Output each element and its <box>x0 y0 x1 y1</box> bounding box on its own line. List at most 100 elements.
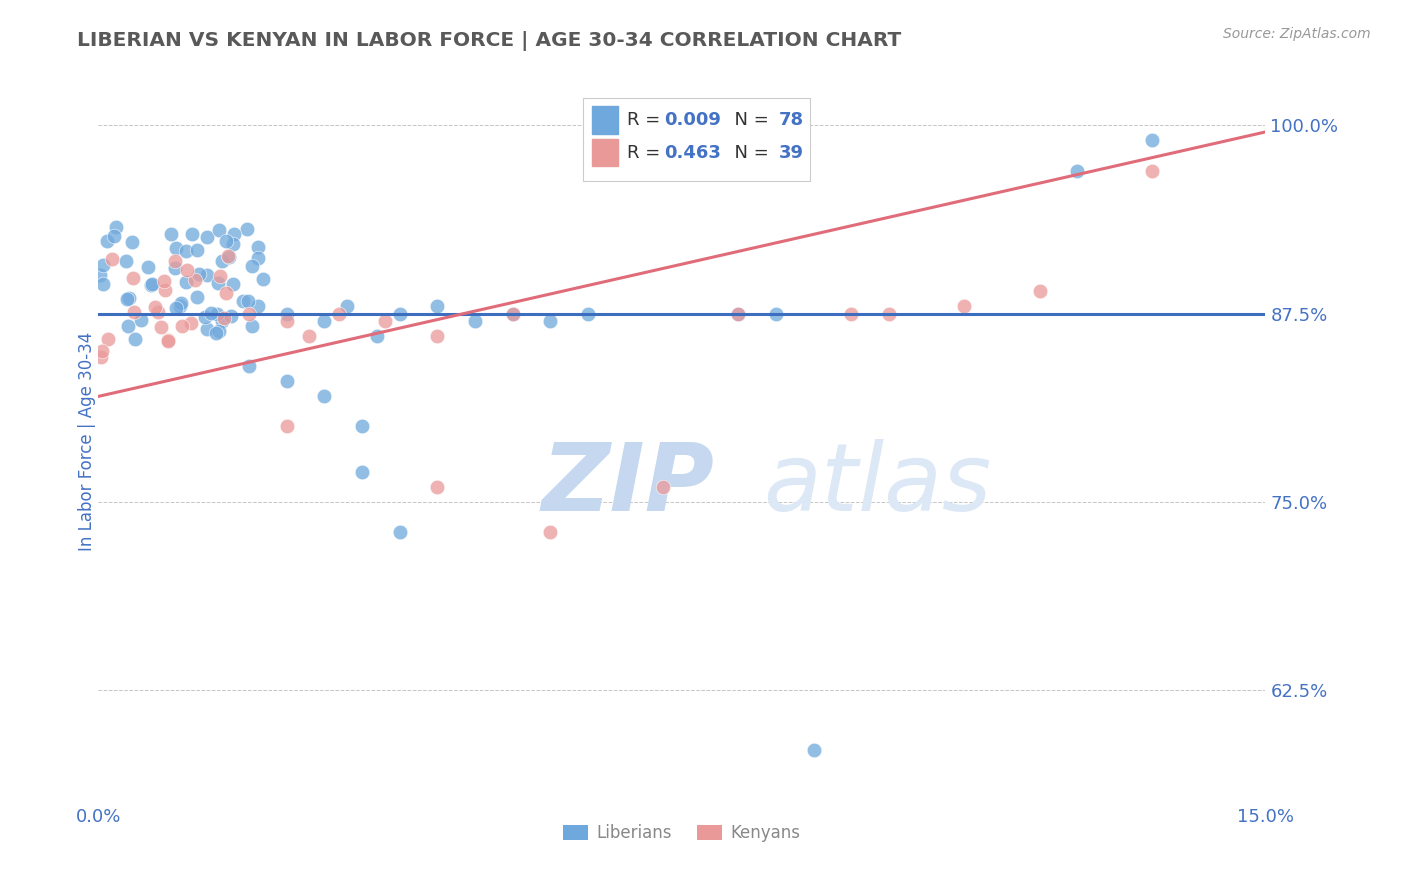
Point <box>165 253 187 268</box>
Point <box>217 249 239 263</box>
Point <box>194 310 217 324</box>
Point <box>247 251 270 265</box>
Point <box>246 240 269 254</box>
Point <box>91 344 114 359</box>
Point <box>208 223 231 237</box>
Point <box>276 419 298 434</box>
Y-axis label: In Labor Force | Age 30-34: In Labor Force | Age 30-34 <box>79 332 96 551</box>
Point <box>211 253 233 268</box>
Text: Source: ZipAtlas.com: Source: ZipAtlas.com <box>1223 27 1371 41</box>
Point <box>652 480 675 494</box>
Point <box>314 314 336 328</box>
Point <box>195 268 218 283</box>
Text: LIBERIAN VS KENYAN IN LABOR FORCE | AGE 30-34 CORRELATION CHART: LIBERIAN VS KENYAN IN LABOR FORCE | AGE … <box>77 31 901 51</box>
Point <box>235 222 257 236</box>
Point <box>157 334 180 348</box>
Point <box>464 314 486 328</box>
Point <box>209 269 232 284</box>
Text: atlas: atlas <box>763 440 991 531</box>
Point <box>221 237 243 252</box>
Point <box>247 299 270 313</box>
Point <box>186 290 208 304</box>
Point <box>765 307 787 321</box>
Point <box>118 291 141 305</box>
Point <box>328 307 350 321</box>
Point <box>877 307 900 321</box>
Point <box>153 274 176 288</box>
Point <box>180 317 202 331</box>
Point <box>97 332 120 346</box>
Point <box>242 318 264 333</box>
Point <box>212 310 235 325</box>
Point <box>188 267 211 281</box>
Point <box>803 743 825 757</box>
Text: N =: N = <box>723 144 775 161</box>
Point <box>170 318 193 333</box>
Text: 0.009: 0.009 <box>665 111 721 129</box>
Point <box>221 277 243 291</box>
Point <box>100 252 122 266</box>
Bar <box>592 106 617 134</box>
Point <box>117 319 139 334</box>
Point <box>165 301 187 316</box>
Point <box>502 307 524 321</box>
Point <box>426 299 449 313</box>
Point <box>165 241 187 255</box>
Text: N =: N = <box>723 111 775 129</box>
Point <box>252 272 274 286</box>
Point <box>160 227 183 241</box>
Point <box>91 258 114 272</box>
Point <box>298 329 321 343</box>
Point <box>276 307 298 321</box>
Point <box>222 227 245 241</box>
Point <box>170 296 193 310</box>
Text: 39: 39 <box>779 144 804 161</box>
Point <box>156 333 179 347</box>
Point <box>219 310 242 324</box>
Point <box>136 260 159 275</box>
Point <box>186 243 208 257</box>
Point <box>208 324 231 338</box>
Point <box>350 419 373 434</box>
Point <box>176 262 198 277</box>
Text: R =: R = <box>627 144 666 161</box>
Point <box>236 294 259 309</box>
Point <box>195 321 218 335</box>
Point <box>1028 284 1050 298</box>
Point <box>90 350 112 364</box>
Point <box>215 285 238 300</box>
Point <box>207 307 229 321</box>
Point <box>336 299 359 313</box>
Point <box>502 307 524 321</box>
Point <box>195 229 218 244</box>
Point <box>350 465 373 479</box>
Point <box>1066 163 1088 178</box>
Point <box>839 307 862 321</box>
Point <box>129 313 152 327</box>
Point <box>153 283 176 297</box>
Point <box>538 314 561 328</box>
Point <box>953 299 976 313</box>
Point <box>105 219 128 234</box>
Point <box>426 329 449 343</box>
Point <box>103 228 125 243</box>
Point <box>169 299 191 313</box>
Point <box>373 314 395 328</box>
Point <box>232 294 254 309</box>
Point <box>388 307 411 321</box>
Point <box>276 375 298 389</box>
Point <box>96 234 118 248</box>
Point <box>115 253 138 268</box>
Point <box>200 306 222 320</box>
Point <box>184 273 207 287</box>
Point <box>238 359 260 374</box>
Point <box>538 524 561 539</box>
Point <box>143 301 166 315</box>
Point <box>121 235 143 249</box>
Point <box>240 259 263 273</box>
Point <box>1142 134 1164 148</box>
Point <box>366 329 388 343</box>
Text: 78: 78 <box>779 111 804 129</box>
Legend: Liberians, Kenyans: Liberians, Kenyans <box>557 817 807 848</box>
Point <box>426 480 449 494</box>
